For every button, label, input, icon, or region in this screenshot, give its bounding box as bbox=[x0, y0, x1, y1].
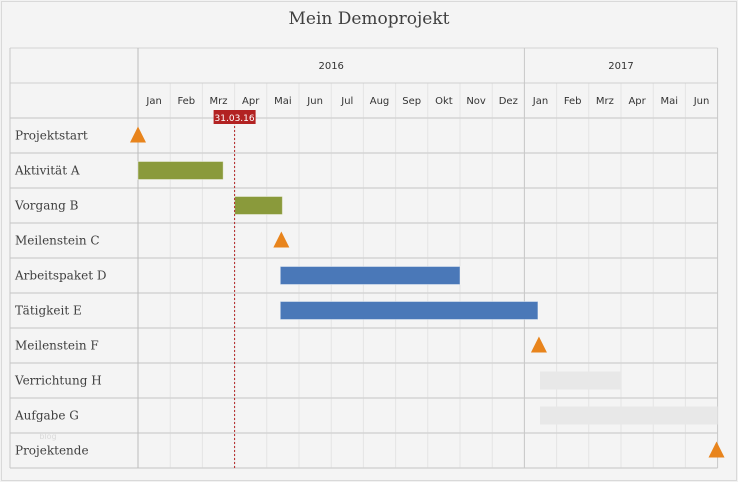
today-label: 31.03.16 bbox=[215, 114, 255, 124]
task-label: Verrichtung H bbox=[14, 374, 102, 388]
task-label: Arbeitspaket D bbox=[14, 269, 106, 283]
month-label: Jun bbox=[693, 96, 710, 107]
milestone-marker bbox=[130, 126, 146, 143]
month-label: Mai bbox=[661, 96, 679, 107]
task-bar bbox=[137, 161, 224, 180]
task-label: Aktivität A bbox=[14, 164, 80, 178]
month-label: Jan bbox=[532, 96, 548, 107]
task-label: Tätigkeit E bbox=[15, 304, 82, 318]
task-label: Meilenstein C bbox=[15, 234, 100, 248]
task-label: Projektstart bbox=[15, 129, 88, 143]
task-bar bbox=[279, 301, 539, 320]
month-label: Jun bbox=[306, 96, 323, 107]
month-label: Sep bbox=[402, 96, 421, 107]
month-label: Feb bbox=[564, 96, 582, 107]
month-label: Apr bbox=[242, 96, 260, 107]
task-bar bbox=[279, 266, 461, 285]
task-label: Meilenstein F bbox=[15, 339, 99, 353]
month-label: Dez bbox=[499, 96, 518, 107]
milestone-marker bbox=[530, 336, 547, 353]
task-bar bbox=[539, 406, 718, 425]
month-label: Feb bbox=[177, 96, 195, 107]
task-bar bbox=[539, 371, 621, 390]
month-label: Mrz bbox=[596, 96, 614, 107]
month-label: Nov bbox=[466, 96, 486, 107]
chart-title: Mein Demoprojekt bbox=[288, 9, 450, 29]
task-label: Vorgang B bbox=[14, 199, 79, 213]
year-label: 2016 bbox=[318, 61, 343, 72]
month-label: Mai bbox=[274, 96, 292, 107]
task-bar bbox=[234, 196, 283, 215]
year-label: 2017 bbox=[608, 61, 633, 72]
milestone-marker bbox=[708, 441, 725, 458]
month-label: Jul bbox=[340, 96, 353, 107]
month-label: Mrz bbox=[210, 96, 228, 107]
month-label: Jan bbox=[145, 96, 161, 107]
milestone-marker bbox=[273, 231, 290, 248]
month-label: Apr bbox=[628, 96, 646, 107]
today-badge bbox=[213, 110, 256, 124]
month-label: Okt bbox=[435, 96, 453, 107]
month-label: Aug bbox=[370, 96, 390, 107]
task-label: Aufgabe G bbox=[14, 409, 79, 423]
watermark: blog bbox=[39, 432, 56, 441]
task-label: Projektende bbox=[15, 444, 89, 458]
